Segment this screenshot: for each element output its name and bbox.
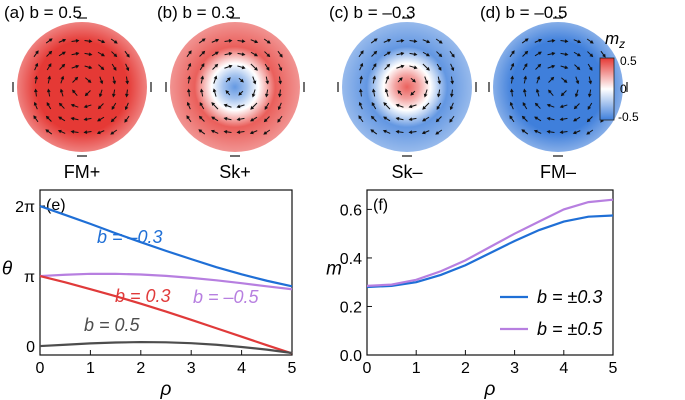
panel-label: (c) b = –0.3 [329,3,415,22]
x-tick-label: 1 [412,360,421,377]
panel-b: (b) b = 0.3 Sk+ [157,3,305,182]
colorbar-tick-mid: 0 [620,82,627,96]
series-label: b = 0.3 [115,286,171,306]
series-line [39,205,293,288]
spin-arrows [509,38,606,135]
legend-entry: b = ±0.5 [537,319,603,339]
y-tick-label: π [24,269,35,286]
x-axis-label: ρ [484,379,496,400]
x-tick-label: 1 [86,360,95,377]
spin-disc [170,22,300,152]
series-label: b = 0.5 [84,315,141,335]
colorbar-title: mz [605,29,625,51]
spin-arrows [186,38,283,135]
colorbar-gradient [599,57,615,121]
x-tick-label: 4 [237,360,246,377]
y-tick-label: 0.2 [340,299,362,316]
spin-texture-panels: (a) b = 0.5 FM+ (b) b = 0.3 Sk+ (c) b = –0.3… [4,3,628,182]
x-tick-label: 0 [363,360,372,377]
series-line [366,198,614,287]
panel-label: (d) b = –0.5 [480,3,567,22]
spin-arrows [33,38,130,135]
x-tick-label: 0 [36,360,45,377]
panel-label: (a) b = 0.5 [4,3,82,22]
y-axis-label: θ [2,259,13,280]
panel-tag: (f) [373,197,388,214]
y-tick-label: 0.0 [340,348,362,365]
legend-entry: b = ±0.3 [537,287,602,307]
x-tick-label: 2 [461,360,470,377]
mz-colorbar: mz 0.5 0 -0.5 [599,29,639,124]
panel-label: (b) b = 0.3 [157,3,235,22]
series-line [366,214,614,289]
colorbar-tick-bottom: -0.5 [618,110,639,124]
y-tick-label: 2π [15,199,35,216]
x-tick-label: 3 [510,360,519,377]
series-line [39,272,293,291]
series-line [39,340,293,355]
spin-arrows [358,38,455,135]
series-label: b = –0.3 [97,227,163,247]
y-tick-label: 0.6 [340,202,362,219]
x-axis-label: ρ [160,379,172,400]
panel-caption: Sk+ [219,162,251,182]
panel-d: (d) b = –0.5 FM– [480,3,628,182]
plot-frame [39,189,293,356]
series-label: b = –0.5 [193,287,260,307]
spin-disc [342,22,472,152]
x-tick-label: 5 [288,360,297,377]
panel-caption: FM– [540,162,576,182]
x-tick-label: 3 [187,360,196,377]
y-tick-label: 0 [26,339,35,356]
chart-m-vs-rho: 0 1 2 3 4 5 0.0 0.2 0.4 0.6 ρ m (f) b = ±0.3 b = ±0.5 [326,189,618,400]
y-tick-label: 0.4 [340,251,362,268]
x-tick-label: 5 [609,360,618,377]
panel-caption: FM+ [64,162,101,182]
x-tick-label: 4 [559,360,568,377]
x-tick-label: 2 [136,360,145,377]
panel-a: (a) b = 0.5 FM+ [4,3,152,182]
y-axis-label: m [326,259,342,280]
plot-frame [366,189,614,356]
series-line [39,274,293,355]
colorbar-tick-top: 0.5 [620,54,637,68]
spin-disc [17,22,147,152]
panel-caption: Sk– [391,162,422,182]
panel-c: (c) b = –0.3 Sk– [329,3,477,182]
